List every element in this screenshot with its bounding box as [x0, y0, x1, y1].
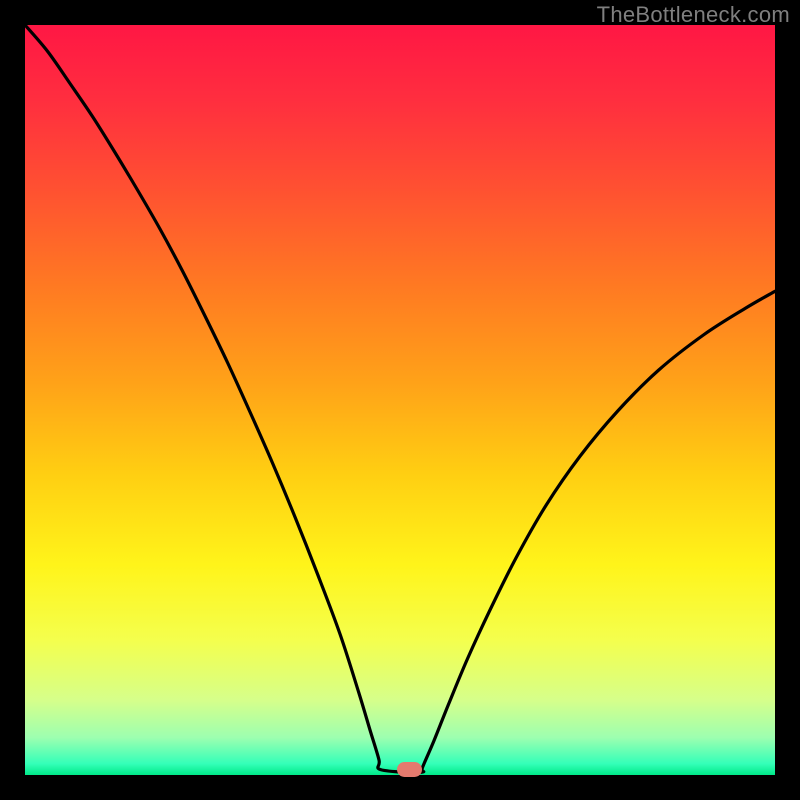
watermark-text: TheBottleneck.com [597, 2, 790, 28]
chart-stage: TheBottleneck.com [0, 0, 800, 800]
bottleneck-curve [25, 25, 775, 775]
optimal-point-marker [397, 762, 422, 777]
curve-path [25, 25, 775, 772]
